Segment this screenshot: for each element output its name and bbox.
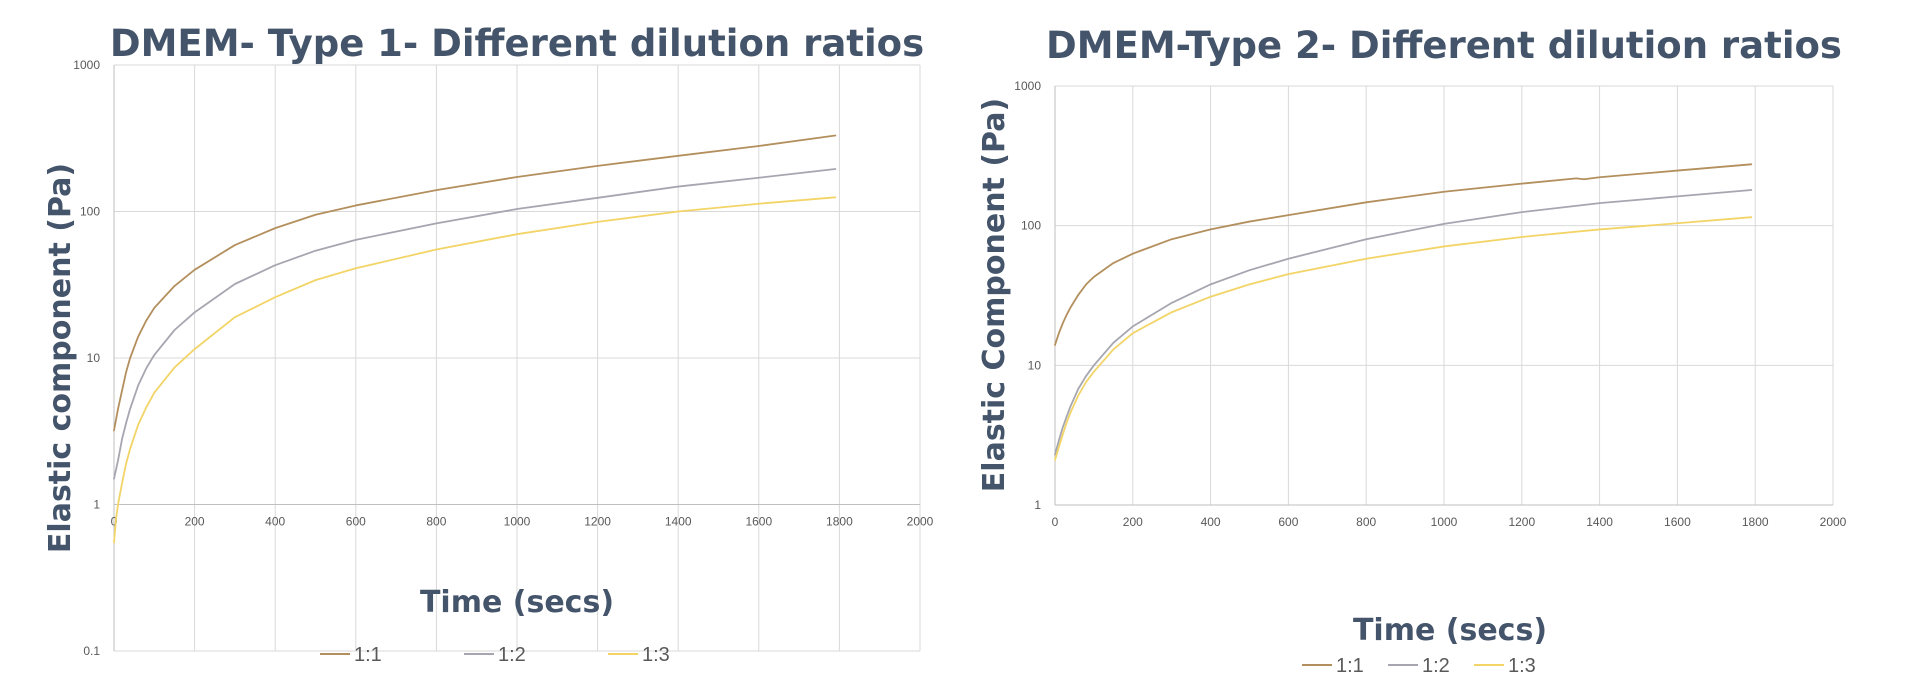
y-tick-label: 10: [87, 351, 101, 365]
x-tick-label: 400: [265, 515, 285, 529]
chart-type-2: DMEM-Type 2- Different dilution ratios 0 2…: [977, 24, 1847, 677]
legend-label: 1:3: [642, 644, 670, 666]
x-tick-label: 400: [1201, 515, 1221, 529]
chart-type-1: DMEM- Type 1- Different dilution ratios0…: [43, 22, 934, 666]
y-axis-title: Elastic Component (Pa): [977, 98, 1012, 492]
x-tick-label: 1800: [1742, 515, 1769, 529]
x-tick-label: 1800: [826, 515, 853, 529]
x-tick-label: 1400: [665, 515, 692, 529]
x-axis-title: Time (secs): [420, 585, 614, 620]
legend: 1:1 1:2 1:3: [320, 644, 670, 666]
x-tick-label: 2000: [907, 515, 934, 529]
x-tick-label: 200: [185, 515, 205, 529]
y-tick-labels: 1 10 100 1000: [1014, 79, 1041, 512]
legend-item: 1:2: [1388, 655, 1450, 677]
x-tick-label: 1600: [1664, 515, 1691, 529]
x-tick-label: 1200: [584, 515, 611, 529]
x-axis-title: Time (secs): [1353, 613, 1547, 648]
x-tick-label: 1000: [1431, 515, 1458, 529]
legend-label: 1:3: [1508, 655, 1536, 677]
series-lines: [113, 134, 837, 544]
x-tick-label: 1400: [1586, 515, 1613, 529]
legend-item: 1:3: [1474, 655, 1536, 677]
y-tick-label: 100: [1021, 219, 1041, 233]
chart-title: DMEM-Type 2- Different dilution ratios: [1046, 24, 1842, 67]
y-tick-label: 10: [1028, 358, 1042, 372]
legend-label: 1:1: [354, 644, 382, 666]
legend: 1:1 1:2 1:3: [1302, 655, 1536, 677]
y-tick-label: 1000: [73, 58, 100, 72]
gridlines: [1054, 85, 1834, 506]
y-axis-title: Elastic component (Pa): [43, 163, 78, 553]
y-tick-label: 100: [80, 205, 100, 219]
y-tick-label: 1: [93, 498, 100, 512]
series-line-1-2: [113, 168, 837, 480]
series-lines: [1054, 163, 1753, 461]
x-tick-label: 200: [1123, 515, 1143, 529]
x-tick-labels: 0 200 400 600 800 1000 1200 1400 1600 1800 2000: [111, 515, 934, 529]
x-tick-label: 0: [111, 515, 118, 529]
legend-label: 1:1: [1336, 655, 1364, 677]
gridlines: [113, 64, 921, 652]
x-tick-label: 1200: [1508, 515, 1535, 529]
y-tick-labels: 0.1 1 10 100 1000: [73, 58, 100, 658]
x-tick-label: 800: [426, 515, 446, 529]
legend-label: 1:2: [498, 644, 526, 666]
series-line-1-1: [1054, 163, 1753, 346]
series-line-1-2: [1054, 189, 1753, 456]
y-tick-label: 1: [1034, 498, 1041, 512]
x-tick-label: 0: [1052, 515, 1059, 529]
series-line-1-3: [1054, 216, 1753, 461]
legend-item: 1:1: [320, 644, 382, 666]
legend-label: 1:2: [1422, 655, 1450, 677]
x-tick-label: 2000: [1820, 515, 1847, 529]
legend-item: 1:1: [1302, 655, 1364, 677]
x-tick-label: 1600: [745, 515, 772, 529]
x-tick-label: 600: [1278, 515, 1298, 529]
legend-item: 1:3: [608, 644, 670, 666]
chart-title: DMEM- Type 1- Different dilution ratios: [110, 22, 924, 65]
series-line-1-1: [113, 134, 837, 432]
y-tick-label: 0.1: [83, 644, 100, 658]
y-tick-label: 1000: [1014, 79, 1041, 93]
x-tick-label: 800: [1356, 515, 1376, 529]
x-tick-labels: 0 200 400 600 800 1000 1200 1400 1600 1800 2000: [1052, 515, 1847, 529]
legend-item: 1:2: [464, 644, 526, 666]
series-line-1-3: [113, 196, 837, 544]
x-tick-label: 600: [346, 515, 366, 529]
x-tick-label: 1000: [504, 515, 531, 529]
